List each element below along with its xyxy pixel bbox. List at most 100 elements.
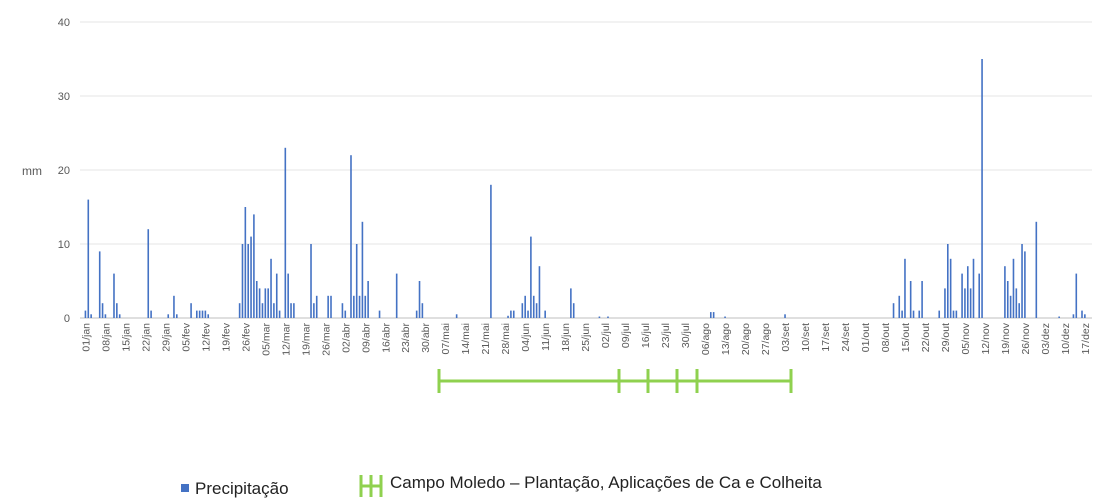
- bar: [521, 303, 524, 318]
- x-tick-label: 30/abr: [420, 323, 432, 353]
- legend-label: Precipitação: [195, 479, 289, 498]
- bar: [1084, 314, 1086, 318]
- bar: [258, 288, 261, 318]
- bar: [104, 314, 107, 318]
- bar: [293, 303, 295, 318]
- bar: [255, 281, 258, 318]
- bar: [204, 310, 207, 318]
- bar: [572, 303, 575, 318]
- bar: [944, 288, 946, 318]
- x-tick-label: 19/mar: [300, 323, 312, 356]
- bar: [918, 310, 921, 318]
- bar: [261, 303, 264, 318]
- x-tick-label: 08/out: [880, 323, 892, 352]
- x-tick-label: 08/jan: [100, 323, 112, 352]
- bar: [87, 199, 90, 318]
- bar: [273, 303, 275, 318]
- bar: [909, 281, 912, 318]
- bar: [724, 316, 726, 318]
- bar: [361, 221, 364, 318]
- bar: [198, 310, 201, 318]
- bar: [530, 236, 532, 318]
- bar: [310, 244, 312, 318]
- bar: [327, 295, 329, 318]
- bar: [344, 310, 347, 318]
- y-tick-label: 20: [58, 165, 70, 177]
- bar: [1009, 295, 1012, 318]
- bar: [969, 288, 972, 318]
- bar: [287, 273, 289, 318]
- bar: [1075, 273, 1078, 318]
- x-tick-label: 18/jun: [560, 323, 572, 352]
- bar: [978, 273, 981, 318]
- x-tick-label: 17/dez: [1080, 323, 1092, 355]
- bar: [1015, 288, 1018, 318]
- bar: [415, 310, 418, 318]
- legend-annotation: Campo Moledo – Plantação, Aplicações de …: [390, 473, 822, 492]
- y-tick-label: 10: [58, 239, 70, 251]
- bar: [964, 288, 966, 318]
- x-tick-label: 21/mai: [480, 323, 492, 355]
- x-tick-label: 11/jun: [540, 323, 552, 351]
- bar: [1012, 258, 1015, 318]
- bar: [250, 236, 252, 318]
- bar: [455, 314, 458, 318]
- bar: [418, 281, 421, 318]
- x-tick-label: 22/jan: [140, 323, 152, 352]
- bar: [253, 214, 255, 318]
- bar: [901, 310, 903, 318]
- bar: [364, 295, 367, 318]
- bar: [1004, 266, 1006, 318]
- bar: [570, 288, 572, 318]
- x-tick-label: 05/fev: [180, 322, 192, 351]
- bar: [367, 281, 369, 318]
- bar: [84, 310, 87, 318]
- x-tick-label: 26/nov: [1020, 322, 1032, 354]
- bar: [176, 314, 178, 318]
- bar: [290, 303, 292, 318]
- bar: [1018, 303, 1020, 318]
- bar: [101, 303, 104, 318]
- bar: [98, 251, 101, 318]
- bar: [952, 310, 955, 318]
- bar: [912, 310, 915, 318]
- bar: [961, 273, 963, 318]
- x-tick-label: 02/abr: [340, 323, 352, 353]
- bar: [147, 229, 150, 318]
- bar: [190, 303, 192, 318]
- x-tick-label: 26/fev: [240, 322, 252, 351]
- x-tick-label: 25/jun: [580, 323, 592, 352]
- bar: [353, 295, 355, 318]
- bar: [150, 310, 152, 318]
- bar: [244, 207, 247, 318]
- bar: [270, 258, 272, 318]
- x-tick-label: 16/abr: [380, 323, 392, 353]
- x-tick-label: 15/jan: [120, 323, 132, 352]
- x-tick-label: 23/abr: [400, 323, 412, 353]
- x-tick-label: 20/ago: [740, 323, 752, 355]
- x-tick-label: 02/jul: [600, 323, 612, 348]
- bar: [1035, 221, 1038, 318]
- bar: [712, 312, 715, 318]
- bar: [207, 314, 210, 318]
- bar: [892, 303, 895, 318]
- x-tick-label: 12/nov: [980, 322, 992, 354]
- bar: [949, 258, 952, 318]
- bar: [247, 244, 249, 318]
- bar: [524, 295, 526, 318]
- bar: [966, 266, 969, 318]
- x-tick-label: 26/mar: [320, 323, 332, 356]
- x-tick-label: 01/out: [860, 323, 872, 352]
- bar: [709, 312, 712, 318]
- bar: [1006, 281, 1009, 318]
- bar: [512, 310, 515, 318]
- y-tick-label: 30: [58, 91, 70, 103]
- bar: [1072, 314, 1075, 318]
- x-tick-label: 05/mar: [260, 323, 272, 356]
- bar: [355, 244, 358, 318]
- bar: [921, 281, 923, 318]
- y-tick-label: 0: [64, 313, 70, 325]
- x-tick-label: 29/jan: [160, 323, 172, 352]
